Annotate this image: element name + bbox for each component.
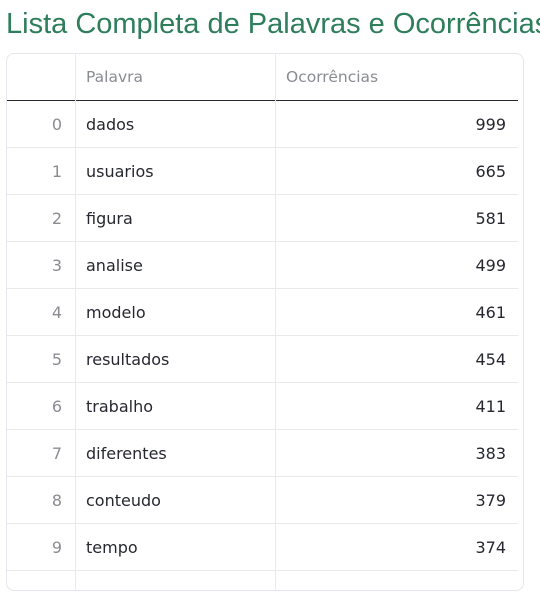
table-row[interactable]: 1 usuarios 665: [7, 148, 518, 195]
row-word[interactable]: dados: [76, 101, 276, 148]
table-row[interactable]: 9 tempo 374: [7, 524, 518, 571]
table-row[interactable]: 2 figura 581: [7, 195, 518, 242]
table-row[interactable]: 5 resultados 454: [7, 336, 518, 383]
header-index[interactable]: [7, 54, 76, 101]
row-count[interactable]: 454: [475, 350, 506, 369]
row-count[interactable]: 581: [475, 209, 506, 228]
row-word[interactable]: diferentes: [76, 430, 276, 477]
row-count[interactable]: 379: [475, 491, 506, 510]
row-count[interactable]: 411: [475, 397, 506, 416]
header-palavra[interactable]: Palavra: [76, 54, 276, 101]
table-row[interactable]: 6 trabalho 411: [7, 383, 518, 430]
table-scrollbar[interactable]: [517, 54, 523, 590]
row-index: 5: [7, 336, 76, 383]
row-index: 1: [7, 148, 76, 195]
table-header: Palavra Ocorrências: [7, 54, 518, 101]
data-table[interactable]: Palavra Ocorrências 0 dados 999 1 usuari…: [6, 53, 524, 591]
row-index: 9: [7, 524, 76, 571]
row-word[interactable]: tempo: [76, 524, 276, 571]
row-index: 8: [7, 477, 76, 524]
table-row[interactable]: 7 diferentes 383: [7, 430, 518, 477]
row-word[interactable]: conteudo: [76, 477, 276, 524]
row-count[interactable]: 461: [475, 303, 506, 322]
row-index: 7: [7, 430, 76, 477]
row-word[interactable]: [76, 571, 276, 590]
table-body[interactable]: 0 dados 999 1 usuarios 665 2 figura 5 8 1 …: [7, 101, 518, 590]
row-word[interactable]: figura: [76, 195, 276, 242]
row-word[interactable]: modelo: [76, 289, 276, 336]
row-count[interactable]: 383: [475, 444, 506, 463]
row-count[interactable]: 999: [475, 115, 506, 134]
row-count[interactable]: 374: [475, 538, 506, 557]
table-row[interactable]: 3 analise 499: [7, 242, 518, 289]
table-row[interactable]: 0 dados 999: [7, 101, 518, 148]
row-index: 0: [7, 101, 76, 148]
row-word[interactable]: analise: [76, 242, 276, 289]
row-count[interactable]: 499: [475, 256, 506, 275]
row-word[interactable]: trabalho: [76, 383, 276, 430]
row-index: 3: [7, 242, 76, 289]
row-index: 6: [7, 383, 76, 430]
table-row[interactable]: 4 modelo 461: [7, 289, 518, 336]
table-row-partial[interactable]: [7, 571, 518, 590]
page-title: Lista Completa de Palavras e Ocorrências: [6, 8, 540, 40]
table-row[interactable]: 8 conteudo 379: [7, 477, 518, 524]
header-ocorrencias[interactable]: Ocorrências: [286, 68, 379, 86]
row-word[interactable]: resultados: [76, 336, 276, 383]
row-index: 2: [7, 195, 76, 242]
row-word[interactable]: usuarios: [76, 148, 276, 195]
row-index: 4: [7, 289, 76, 336]
row-count[interactable]: [276, 571, 518, 590]
row-count[interactable]: 665: [475, 162, 506, 181]
row-index: [7, 571, 76, 590]
